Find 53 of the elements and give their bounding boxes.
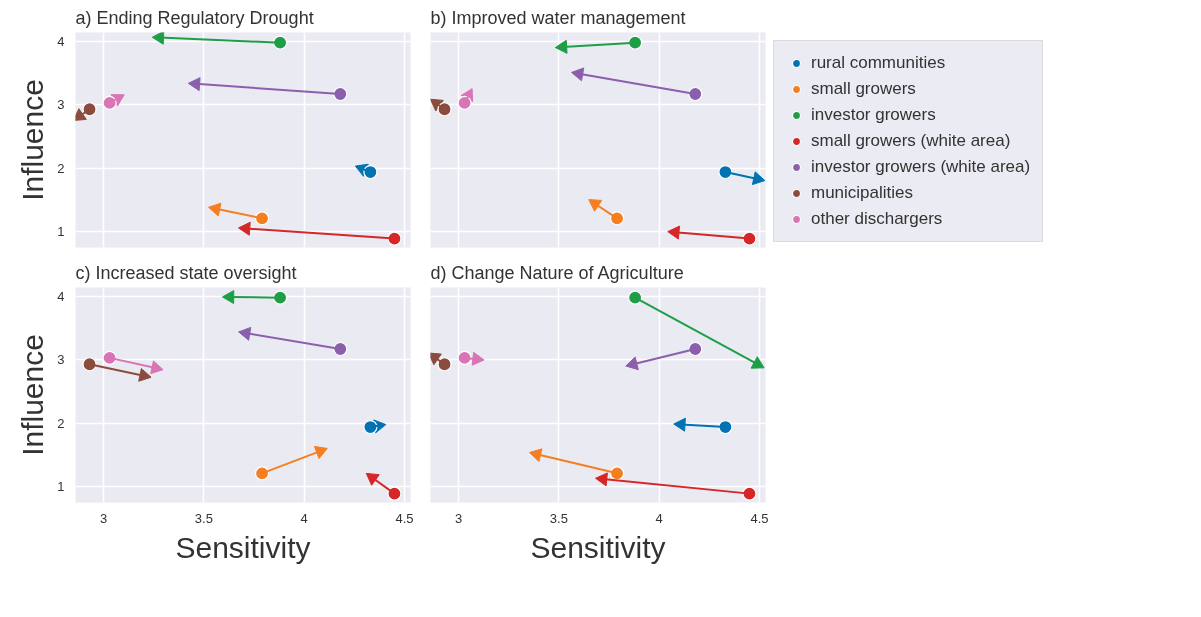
- x-tick-label: 3: [454, 510, 463, 526]
- x-tick-label: 4: [300, 510, 308, 526]
- chart-title: b) Improved water management: [430, 7, 686, 28]
- point: [273, 290, 288, 305]
- chart-title: d) Change Nature of Agriculture: [430, 262, 684, 283]
- point: [628, 35, 643, 50]
- point: [387, 486, 402, 501]
- x-tick-label: 4.5: [750, 510, 769, 526]
- x-tick-label: 4.5: [395, 510, 414, 526]
- y-tick-label: 2: [57, 160, 65, 176]
- chart-title: c) Increased state oversight: [75, 262, 297, 283]
- y-axis-title: Influence: [16, 79, 50, 201]
- point: [254, 466, 270, 481]
- point: [333, 86, 348, 102]
- point: [333, 341, 348, 357]
- legend-label: investor growers (white area): [811, 157, 1031, 177]
- y-tick-label: 3: [57, 352, 65, 368]
- point: [102, 350, 117, 365]
- x-tick-label: 3: [99, 510, 108, 526]
- point: [254, 211, 270, 226]
- point: [273, 35, 288, 50]
- x-axis-title: Sensitivity: [175, 530, 311, 564]
- y-tick-label: 2: [57, 415, 65, 431]
- x-tick-label: 4: [655, 510, 663, 526]
- point: [718, 164, 733, 180]
- y-tick-label: 1: [57, 224, 65, 240]
- legend-label: rural communities: [811, 53, 946, 73]
- legend-label: small growers (white area): [811, 131, 1011, 151]
- y-tick-label: 4: [57, 33, 65, 49]
- point: [609, 211, 625, 226]
- x-tick-label: 3.5: [194, 510, 213, 526]
- y-tick-label: 4: [57, 288, 65, 304]
- point: [457, 350, 472, 365]
- point: [718, 419, 733, 435]
- point: [628, 290, 643, 305]
- point: [742, 486, 757, 501]
- y-tick-label: 1: [57, 479, 65, 495]
- chart-title: a) Ending Regulatory Drought: [75, 7, 314, 28]
- x-tick-label: 3.5: [549, 510, 568, 526]
- point: [742, 231, 757, 246]
- point: [437, 357, 452, 372]
- legend-label: investor growers: [811, 105, 936, 125]
- point: [387, 231, 402, 246]
- point: [82, 102, 97, 117]
- point: [688, 86, 703, 102]
- legend-label: small growers: [811, 79, 916, 99]
- point: [82, 357, 97, 372]
- x-axis-title: Sensitivity: [530, 530, 666, 564]
- point: [688, 341, 703, 357]
- legend-label: municipalities: [811, 183, 914, 203]
- y-axis-title: Influence: [16, 334, 50, 456]
- y-tick-label: 3: [57, 97, 65, 113]
- legend-label: other dischargers: [811, 209, 943, 229]
